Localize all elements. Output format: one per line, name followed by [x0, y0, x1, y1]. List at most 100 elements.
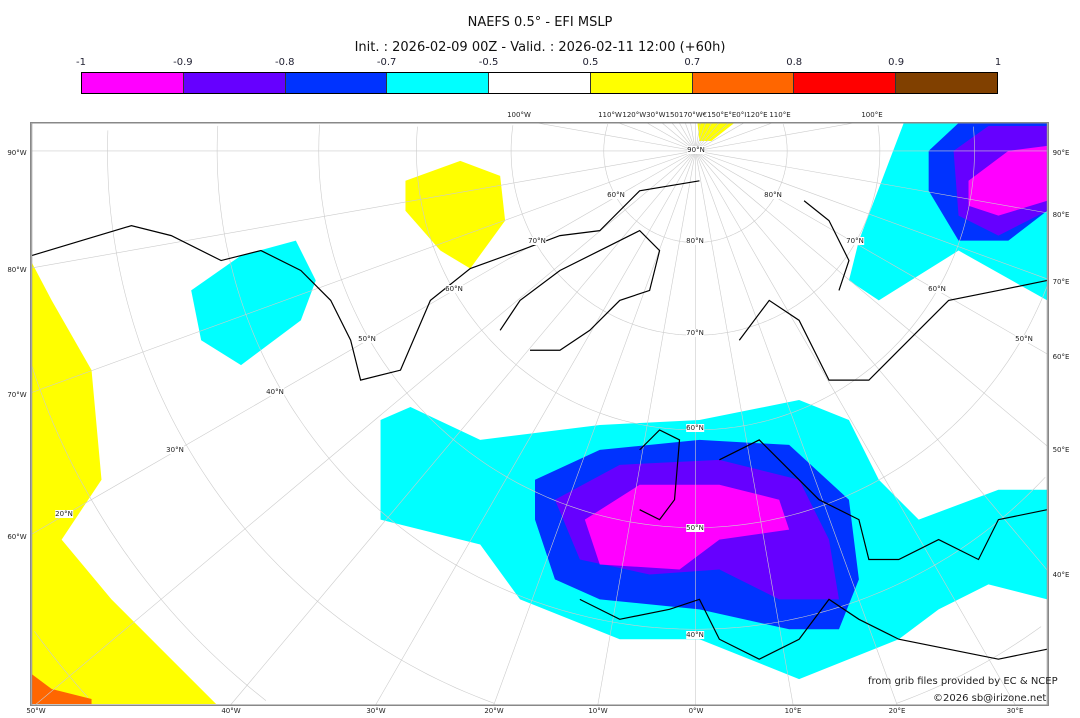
coastline [803, 200, 850, 291]
coastline [738, 279, 1048, 381]
chart-title: NAEFS 0.5° - EFI MSLP [467, 15, 613, 30]
latitude-label: 60°N [686, 424, 704, 432]
latitude-label: 20°N [55, 510, 73, 518]
colorbar-tick: 0.9 [888, 57, 905, 68]
meridian-line [695, 123, 773, 152]
meridian-line [695, 150, 1048, 571]
parallel-line [107, 130, 495, 704]
latitude-label: 70°N [528, 237, 546, 245]
axis-label-bottom: 20°W [484, 707, 504, 715]
latitude-label: 50°N [686, 524, 704, 532]
meridian-line [695, 150, 898, 705]
meridian-line [34, 150, 696, 705]
meridian-line [31, 150, 696, 393]
axis-label-bottom: 0°W [688, 707, 704, 715]
colorbar-bin [489, 73, 591, 93]
parallel-line [216, 125, 696, 630]
axis-label-right: 70°E [1052, 278, 1070, 286]
latitude-label: 90°N [687, 146, 705, 154]
colorbar-bin [82, 73, 184, 93]
coastline [719, 439, 1048, 561]
meridian-line [618, 123, 696, 152]
chart-subtitle: Init. : 2026-02-09 00Z - Valid. : 2026-0… [354, 40, 726, 55]
axis-label-top: 120°W30°W150170°W€150°E°E0°I120°E [622, 111, 768, 119]
meridian-line [695, 150, 1016, 705]
colorbar-tick: -0.7 [376, 57, 397, 68]
axis-label-right: 40°E [1052, 571, 1070, 579]
efi-region-negative [191, 240, 316, 366]
latitude-label: 70°N [846, 237, 864, 245]
coastline [639, 429, 681, 521]
colorbar-tick: 0.8 [786, 57, 803, 68]
axis-label-left: 60°W [7, 533, 27, 541]
latitude-label: 50°N [358, 335, 376, 343]
parallel-line [896, 626, 1042, 704]
axis-label-bottom: 10°E [784, 707, 802, 715]
latitude-label: 60°N [607, 191, 625, 199]
axis-label-left: 70°W [7, 391, 27, 399]
axis-label-bottom: 30°E [1006, 707, 1024, 715]
axis-label-left: 90°W [7, 149, 27, 157]
axis-label-bottom: 20°E [888, 707, 906, 715]
copyright: ©2026 sb@irizone.net [933, 693, 1047, 704]
axis-label-top: 100°W [507, 111, 531, 119]
axis-label-left: 80°W [7, 266, 27, 274]
latitude-label: 30°N [166, 446, 184, 454]
latitude-label: 40°N [686, 631, 704, 639]
colorbar-bin [183, 73, 286, 93]
meridian-line [695, 150, 794, 705]
meridian-line [31, 150, 696, 269]
meridian-line [695, 150, 1048, 280]
axis-label-top: 110°W [598, 111, 622, 119]
meridian-line [375, 150, 696, 705]
colorbar-tick: -0.9 [173, 57, 193, 68]
efi-region-positive [405, 160, 506, 269]
axis-label-right: 50°E [1052, 446, 1070, 454]
parallel-line [34, 631, 89, 698]
coastline [579, 598, 1048, 660]
parallel-line [695, 124, 788, 243]
colorbar-tick: 1 [994, 57, 1002, 68]
efi-region-positive [697, 123, 735, 141]
colorbar-bin [896, 73, 998, 93]
latitude-label: 60°N [928, 285, 946, 293]
axis-label-bottom: 50°W [26, 707, 46, 715]
latitude-label: 70°N [686, 329, 704, 337]
axis-label-bottom: 40°W [221, 707, 241, 715]
latitude-label: 80°N [764, 191, 782, 199]
meridian-line [597, 150, 696, 705]
parallel-line [603, 124, 696, 243]
colorbar-bin [285, 73, 388, 93]
colorbar-bin [794, 73, 897, 93]
meridian-line [230, 150, 696, 705]
meridian-line [695, 150, 1048, 214]
map-panel [30, 122, 1049, 706]
colorbar [81, 72, 998, 94]
coastline [31, 180, 700, 381]
latitude-label: 50°N [1015, 335, 1033, 343]
axis-label-bottom: 30°W [366, 707, 386, 715]
parallel-line [416, 126, 696, 431]
meridian-line [695, 123, 854, 152]
axis-label-bottom: 10°W [588, 707, 608, 715]
meridian-line [695, 150, 1048, 447]
efi-region-negative [968, 145, 1048, 216]
parallel-line [695, 125, 881, 336]
coastline [499, 229, 661, 351]
colorbar-tick: 0.7 [684, 57, 701, 68]
axis-label-right: 60°E [1052, 353, 1070, 361]
latitude-label: 60°N [445, 285, 463, 293]
parallel-line [695, 126, 975, 431]
colorbar-tick: -0.8 [275, 57, 295, 68]
axis-label-right: 80°E [1052, 211, 1070, 219]
meridian-line [537, 123, 696, 152]
meridian-line [695, 150, 1048, 355]
meridian-line [493, 150, 696, 705]
parallel-line [31, 366, 267, 701]
axis-label-right: 90°E [1052, 149, 1070, 157]
colorbar-bin [590, 73, 693, 93]
parallel-line [695, 285, 1048, 528]
latitude-label: 40°N [266, 388, 284, 396]
colorbar-bin [387, 73, 490, 93]
parallel-line [318, 124, 696, 528]
